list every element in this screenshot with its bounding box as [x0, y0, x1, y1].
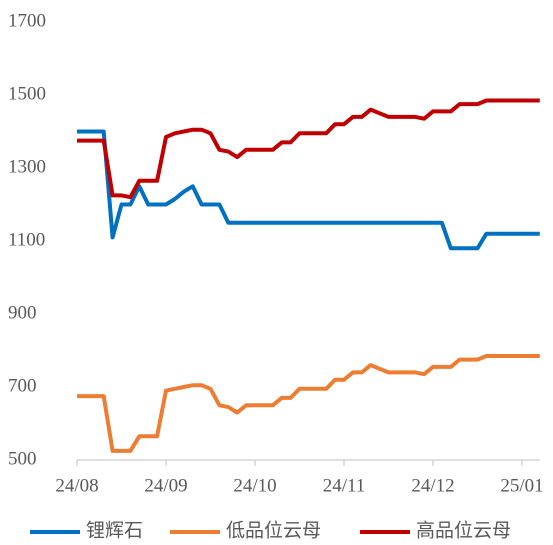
series-line — [77, 98, 540, 200]
x-tick-label: 24/12 — [411, 475, 454, 496]
legend-label: 高品位云母 — [416, 519, 511, 541]
y-tick-label: 1100 — [8, 229, 45, 250]
x-tick-label: 25/01 — [500, 475, 543, 496]
x-tick-label: 24/08 — [55, 475, 98, 496]
x-tick-label: 24/09 — [144, 475, 187, 496]
y-tick-label: 1300 — [8, 156, 46, 177]
legend-label: 锂辉石 — [86, 519, 143, 541]
x-tick-label: 24/10 — [233, 475, 276, 496]
y-tick-label: 700 — [8, 375, 37, 396]
y-tick-label: 1700 — [8, 10, 46, 31]
x-tick-label: 24/11 — [323, 475, 366, 496]
series-line — [77, 354, 540, 453]
series-line — [77, 129, 540, 251]
y-tick-label: 500 — [8, 448, 37, 469]
y-tick-label: 900 — [8, 302, 37, 323]
y-tick-label: 1500 — [8, 83, 46, 104]
legend-label: 低品位云母 — [226, 519, 321, 541]
